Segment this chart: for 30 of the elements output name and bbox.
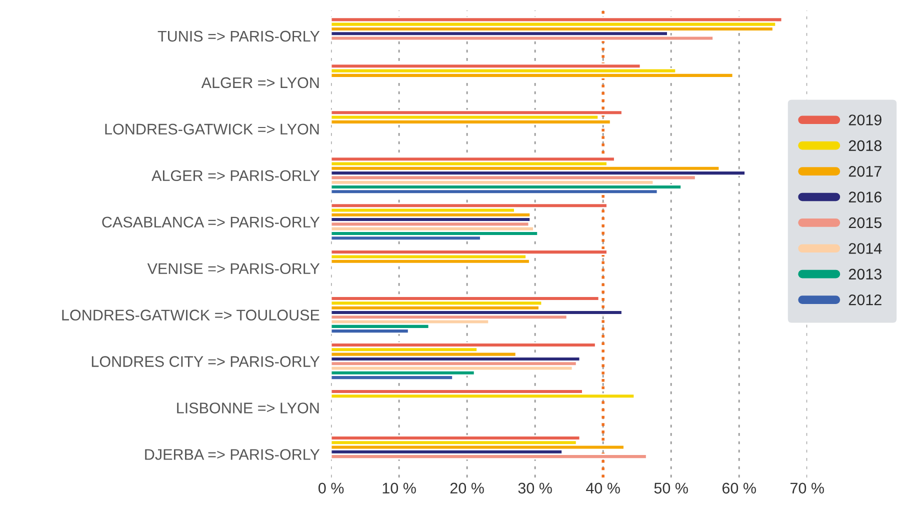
legend-label: 2014	[848, 243, 882, 254]
y-tick-label: TUNIS => PARIS-ORLY	[158, 30, 320, 42]
bar	[331, 202, 608, 208]
bar	[331, 249, 608, 255]
x-tick-label: 60 %	[722, 482, 756, 494]
x-tick-label: 70 %	[790, 482, 824, 494]
x-tick-label: 20 %	[450, 482, 484, 494]
legend-label: 2019	[848, 114, 882, 126]
legend-label: 2016	[848, 192, 882, 202]
y-tick-label: LISBONNE => LYON	[177, 402, 319, 414]
y-tick-label: ALGER => LYON	[201, 77, 319, 88]
legend-label: 2015	[848, 217, 882, 228]
y-tick-label: LONDRES-GATWICK => LYON	[105, 124, 319, 135]
bar	[331, 342, 596, 348]
y-tick-label: CASABLANCA => PARIS-ORLY	[102, 216, 320, 228]
legend-label: 2018	[848, 140, 882, 152]
x-tick-label: 30 %	[518, 482, 552, 494]
x-tick-label: 50 %	[654, 482, 688, 494]
legend-label: 2012	[848, 294, 882, 306]
y-tick-label: LONDRES-GATWICK => TOULOUSE	[62, 310, 320, 320]
legend-label: 2017	[848, 166, 882, 177]
x-tick-label: 10 %	[382, 482, 416, 494]
y-tick-label: LONDRES CITY => PARIS-ORLY	[92, 356, 320, 367]
legend-label: 2013	[848, 268, 882, 280]
x-tick-label: 40 %	[586, 482, 620, 494]
y-tick-label: ALGER => PARIS-ORLY	[152, 170, 320, 182]
bar	[331, 258, 530, 264]
y-tick-label: VENISE => PARIS-ORLY	[147, 263, 320, 274]
x-tick-label: 0 %	[318, 482, 344, 494]
y-tick-label: DJERBA => PARIS-ORLY	[145, 449, 320, 460]
